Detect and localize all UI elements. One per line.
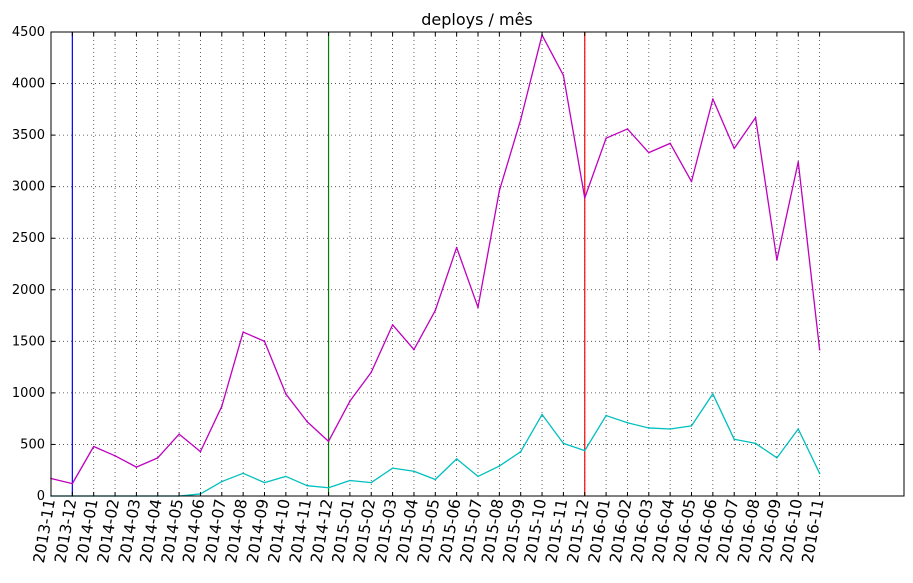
data-point xyxy=(71,482,74,485)
data-point xyxy=(242,331,244,333)
data-point xyxy=(541,413,543,416)
data-point xyxy=(626,421,629,424)
data-point xyxy=(434,478,437,481)
data-point xyxy=(92,445,95,448)
data-point xyxy=(263,481,266,484)
y-tick-label: 2500 xyxy=(12,231,45,246)
data-point xyxy=(498,189,501,192)
data-point xyxy=(391,324,394,326)
data-point xyxy=(690,180,693,183)
marker-lines xyxy=(71,32,586,496)
y-tick-label: 4500 xyxy=(12,25,45,40)
data-point xyxy=(349,479,351,482)
data-point xyxy=(562,442,565,445)
data-point xyxy=(135,466,138,468)
data-point xyxy=(519,450,522,453)
y-tick-label: 3000 xyxy=(12,180,45,195)
data-point xyxy=(477,475,479,478)
y-tick-label: 1000 xyxy=(12,386,45,401)
data-point xyxy=(648,151,650,154)
data-point xyxy=(519,118,522,121)
data-point xyxy=(583,449,586,452)
data-point xyxy=(455,458,458,460)
data-point xyxy=(156,457,159,459)
data-point xyxy=(712,393,714,395)
data-point xyxy=(242,472,244,475)
data-point xyxy=(818,472,821,475)
y-tick-label: 500 xyxy=(20,437,45,452)
data-point xyxy=(669,142,671,145)
data-point xyxy=(669,428,671,430)
data-point xyxy=(370,371,373,374)
data-point xyxy=(712,98,714,100)
data-point xyxy=(477,306,479,309)
data-point xyxy=(413,348,415,351)
data-point xyxy=(413,470,415,473)
data-point xyxy=(754,442,757,445)
data-point xyxy=(114,454,116,457)
data-point xyxy=(306,420,309,423)
data-point xyxy=(370,481,373,484)
data-point xyxy=(648,427,650,429)
y-tick-label: 4000 xyxy=(12,77,45,92)
data-point xyxy=(797,161,800,163)
data-point xyxy=(285,475,287,478)
data-point xyxy=(285,393,287,395)
data-point xyxy=(605,414,607,417)
data-point xyxy=(306,484,309,487)
grid-layer xyxy=(51,32,904,496)
data-point xyxy=(391,467,394,469)
data-point xyxy=(178,433,180,435)
data-point xyxy=(690,425,693,427)
data-point xyxy=(776,259,778,261)
data-point xyxy=(797,428,800,430)
data-point xyxy=(221,405,223,408)
x-axis-ticks: 2013-112013-122014-012014-022014-032014-… xyxy=(30,32,828,564)
data-point xyxy=(498,465,501,467)
data-point xyxy=(583,197,586,199)
data-point xyxy=(754,116,757,119)
y-tick-label: 3500 xyxy=(12,128,45,143)
chart-title: deploys / mês xyxy=(421,10,533,29)
data-point xyxy=(776,457,778,459)
data-point xyxy=(818,348,821,351)
y-axis-ticks: 0 500 1000 1500 2000 2500 3000 3500 4000 4500 xyxy=(12,25,904,504)
y-tick-label: 1500 xyxy=(12,334,45,349)
data-point xyxy=(221,480,223,483)
series-layer xyxy=(50,34,821,497)
data-point xyxy=(626,128,629,130)
y-tick-label: 0 xyxy=(37,489,45,504)
data-point xyxy=(455,246,458,249)
data-point xyxy=(605,137,607,140)
data-point xyxy=(327,440,330,443)
data-point xyxy=(733,438,735,441)
data-point xyxy=(349,400,351,402)
data-point xyxy=(733,147,735,150)
data-point xyxy=(199,450,202,453)
data-point xyxy=(562,74,565,77)
y-tick-label: 2000 xyxy=(12,283,45,298)
data-point xyxy=(263,340,266,343)
data-point xyxy=(434,309,437,312)
data-point xyxy=(327,486,330,489)
